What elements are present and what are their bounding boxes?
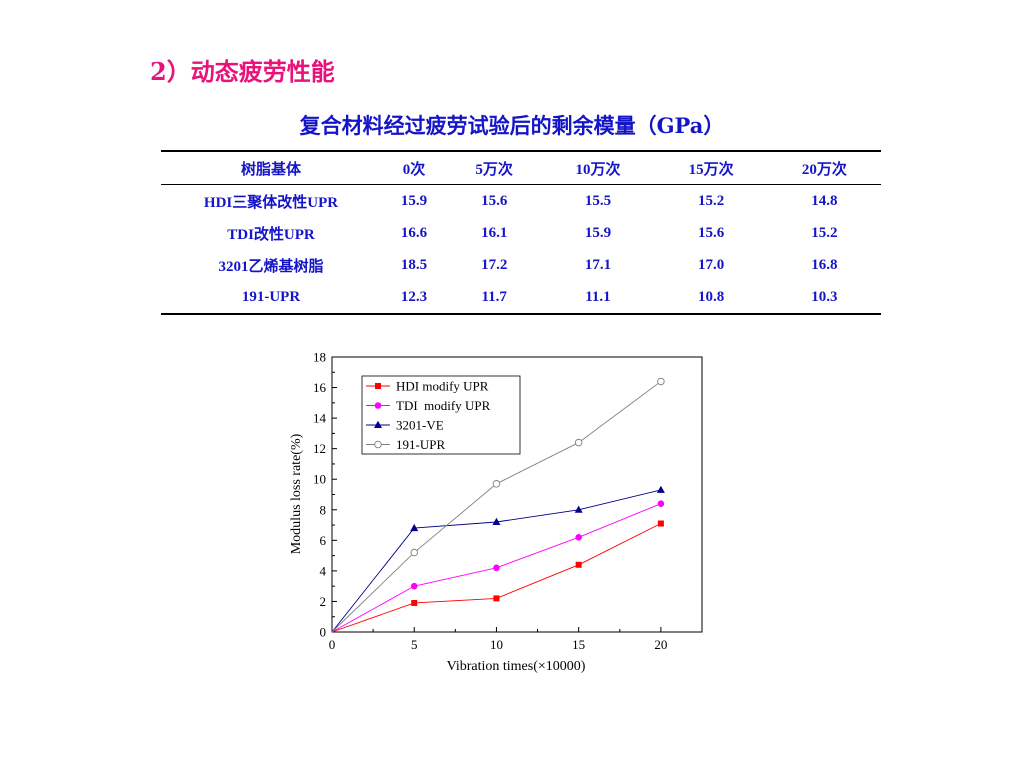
y-tick-label: 0: [320, 625, 327, 640]
series-line-3201-ve: [331, 489, 661, 633]
table-cell: 15.6: [698, 224, 725, 241]
table-cell: 10.3: [811, 288, 838, 305]
legend-label-3201-ve: 3201-VE: [396, 418, 444, 433]
data-point-hdi-modify-upr: [657, 520, 664, 527]
data-point-3201-ve: [574, 505, 583, 513]
data-point-3201-ve: [656, 485, 665, 493]
table-cell: 15.2: [811, 224, 838, 241]
table-cell: 15.6: [481, 192, 508, 209]
table-cell: 15.2: [698, 192, 725, 209]
y-tick-label: 6: [320, 533, 327, 548]
header-200k-cycles: 20万次: [801, 161, 847, 178]
legend-marker-hdi-modify-upr: [375, 383, 381, 389]
legend-marker-191-upr: [374, 440, 382, 449]
legend: HDI modify UPR TDI modify UPR 3201-VE 191-U…: [366, 379, 491, 452]
table-cell: 17.0: [698, 256, 725, 273]
legend-label-tdi-modify-upr: TDI modify UPR: [396, 398, 491, 413]
table-cell: 11.7: [481, 288, 507, 305]
x-tick-label: 10: [490, 637, 503, 652]
table-cell: 11.1: [585, 288, 611, 305]
modulus-loss-chart: 0 5 10 15 20 0 2 4 6 8 10 12 14 16 18 HDI modify UPR TD…: [289, 350, 703, 674]
y-tick-label: 4: [320, 563, 327, 578]
header-150k-cycles: 15万次: [688, 161, 734, 178]
header-50k-cycles: 5万次: [475, 161, 513, 178]
table-caption: 复合材料经过疲劳试验后的剩余模量（GPa）: [299, 113, 725, 138]
x-tick-label: 20: [654, 637, 667, 652]
x-tick-label: 15: [572, 637, 585, 652]
axis-ticks: 0 5 10 15 20 0 2 4 6 8 10 12 14 16 18: [313, 350, 667, 653]
legend-marker-tdi-modify-upr: [374, 402, 382, 409]
table-row: 3201乙烯基树脂 18.5 17.2 17.1 17.0 16.8: [161, 249, 881, 281]
table-cell: 14.8: [811, 192, 838, 209]
table-header-row: 树脂基体 0次 5万次 10万次 15万次 20万次: [161, 151, 881, 185]
table-cell: 16.6: [400, 224, 428, 241]
y-tick-label: 2: [320, 594, 327, 609]
data-point-tdi-modify-upr: [575, 533, 582, 541]
legend-marker-3201-ve: [374, 420, 382, 428]
data-point-tdi-modify-upr: [410, 582, 418, 590]
table-cell: 12.3: [400, 288, 428, 305]
table-cell: 17.2: [481, 256, 508, 273]
x-tick-label: 0: [329, 637, 336, 652]
legend-label-hdi-modify-upr: HDI modify UPR: [396, 379, 489, 394]
data-point-hdi-modify-upr: [493, 595, 500, 602]
y-tick-label: 12: [313, 441, 326, 456]
x-axis-label: Vibration times(×10000): [447, 659, 586, 674]
y-tick-label: 8: [320, 502, 327, 517]
header-resin-matrix: 树脂基体: [240, 161, 301, 178]
data-point-191-upr: [574, 438, 583, 447]
table-cell: 15.9: [400, 192, 428, 209]
y-tick-label: 10: [313, 472, 326, 487]
data-point-191-upr: [410, 548, 418, 557]
x-tick-label: 5: [411, 637, 418, 652]
data-point-3201-ve: [410, 523, 419, 532]
table-cell: 16.8: [811, 256, 838, 273]
table-cell: 191-UPR: [241, 288, 301, 305]
legend-label-191-upr: 191-UPR: [396, 437, 445, 452]
table-cell: 18.5: [400, 256, 428, 273]
table-cell: 17.1: [584, 256, 612, 273]
y-tick-label: 14: [313, 411, 327, 426]
data-point-hdi-modify-upr: [575, 561, 582, 568]
data-point-tdi-modify-upr: [493, 564, 500, 572]
y-tick-label: 18: [313, 350, 326, 365]
table-row: TDI改性UPR 16.6 16.1 15.9 15.6 15.2: [161, 217, 881, 249]
table-cell: 15.9: [584, 224, 612, 241]
header-0-cycles: 0次: [402, 161, 426, 178]
residual-modulus-table: 树脂基体 0次 5万次 10万次 15万次 20万次 HDI三聚体改性UPR 1…: [161, 150, 881, 315]
data-point-tdi-modify-upr: [657, 500, 665, 507]
y-tick-label: 16: [313, 380, 327, 395]
table-cell: HDI三聚体改性UPR: [203, 194, 339, 211]
table-cell: 16.1: [481, 224, 508, 241]
series-line-hdi-modify-upr: [331, 523, 662, 633]
data-point-191-upr: [492, 480, 501, 488]
table-cell: TDI改性UPR: [227, 226, 315, 243]
header-100k-cycles: 10万次: [575, 161, 621, 178]
table-row: HDI三聚体改性UPR 15.9 15.6 15.5 15.2 14.8: [161, 185, 881, 218]
table-cell: 10.8: [698, 288, 725, 305]
data-point-hdi-modify-upr: [411, 599, 418, 606]
section-heading: 2）动态疲劳性能: [150, 57, 335, 86]
data-point-3201-ve: [492, 517, 501, 525]
series-layer: [331, 377, 665, 633]
table-row: 191-UPR 12.3 11.7 11.1 10.8 10.3: [161, 281, 881, 314]
data-point-191-upr: [657, 377, 665, 386]
table-cell: 3201乙烯基树脂: [218, 258, 324, 275]
legend-box: [361, 375, 521, 455]
y-axis-label: Modulus loss rate(%): [289, 433, 304, 554]
table-cell: 15.5: [584, 192, 612, 209]
